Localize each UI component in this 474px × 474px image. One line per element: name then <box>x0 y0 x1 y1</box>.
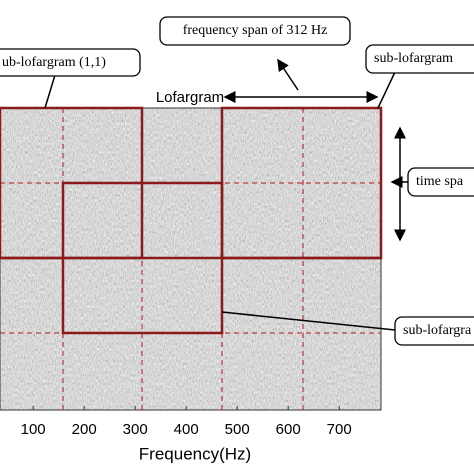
x-tick-label: 400 <box>174 421 199 438</box>
x-tick-label: 300 <box>123 421 148 438</box>
x-tick-label: 700 <box>327 421 352 438</box>
x-tick-label: 200 <box>72 421 97 438</box>
callout-texts: ub-lofargram (1,1) frequency span of 312… <box>2 23 472 338</box>
callout-text: sub-lofargra <box>403 323 472 338</box>
arrows <box>44 58 408 331</box>
x-tick-label: 500 <box>225 421 250 438</box>
callout-text: sub-lofargram <box>374 51 453 66</box>
callout-text: ub-lofargram (1,1) <box>2 55 106 70</box>
callout-text: time spa <box>416 174 464 189</box>
x-tick-label: 600 <box>276 421 301 438</box>
title: Lofargram <box>156 89 224 106</box>
sub-lofargram-boxes <box>0 106 383 335</box>
x-tick-label: 100 <box>21 421 46 438</box>
callout-text: frequency span of 312 Hz <box>183 23 328 38</box>
x-axis-label: Frequency(Hz) <box>139 444 251 463</box>
callout-boxes <box>0 16 474 346</box>
